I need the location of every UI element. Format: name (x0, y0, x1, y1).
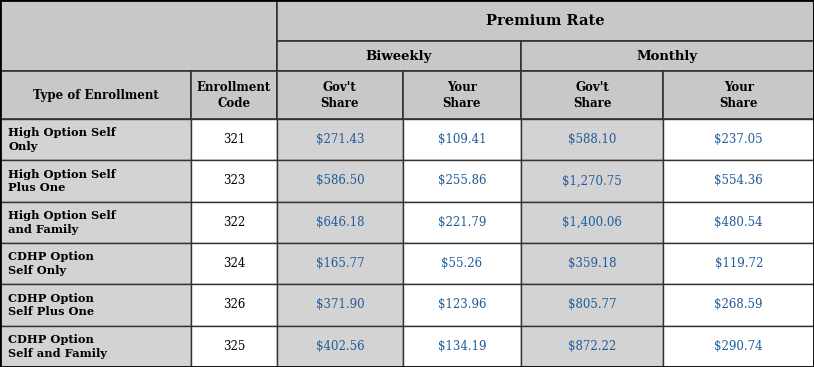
Text: CDHP Option
Self Plus One: CDHP Option Self Plus One (8, 292, 94, 317)
Bar (191, 243, 277, 284)
Text: $123.96: $123.96 (438, 298, 486, 312)
Text: CDHP Option
Self Only: CDHP Option Self Only (8, 251, 94, 276)
Text: $646.18: $646.18 (316, 216, 364, 229)
Text: $55.26: $55.26 (441, 257, 483, 270)
Bar (403, 284, 521, 326)
Bar (277, 41, 521, 71)
Bar (0, 119, 191, 160)
Bar (663, 160, 814, 201)
Bar (403, 71, 521, 119)
Text: Type of Enrollment: Type of Enrollment (33, 88, 159, 102)
Bar (663, 243, 814, 284)
Text: $554.36: $554.36 (715, 174, 763, 188)
Text: $586.50: $586.50 (316, 174, 364, 188)
Bar (191, 71, 277, 119)
Bar (0, 71, 191, 119)
Text: High Option Self
Only: High Option Self Only (8, 127, 116, 152)
Bar (277, 201, 403, 243)
Text: $359.18: $359.18 (568, 257, 616, 270)
Text: $119.72: $119.72 (715, 257, 763, 270)
Bar (0, 284, 191, 326)
Text: Gov't
Share: Gov't Share (573, 80, 611, 110)
Bar (277, 71, 403, 119)
Bar (521, 243, 663, 284)
Text: $805.77: $805.77 (568, 298, 616, 312)
Text: Enrollment
Code: Enrollment Code (197, 80, 271, 110)
Text: $371.90: $371.90 (316, 298, 364, 312)
Text: CDHP Option
Self and Family: CDHP Option Self and Family (8, 334, 107, 359)
Text: $237.05: $237.05 (715, 133, 763, 146)
Bar (0, 201, 191, 243)
Bar (277, 160, 403, 201)
Bar (521, 160, 663, 201)
Text: Your
Share: Your Share (720, 80, 758, 110)
Bar (0, 326, 191, 367)
Text: Monthly: Monthly (637, 50, 698, 63)
Bar (403, 119, 521, 160)
Text: 326: 326 (223, 298, 245, 312)
Text: 322: 322 (223, 216, 245, 229)
Text: High Option Self
Plus One: High Option Self Plus One (8, 168, 116, 193)
Bar (191, 284, 277, 326)
Text: 325: 325 (223, 340, 245, 353)
Text: Premium Rate: Premium Rate (486, 14, 605, 28)
Bar (277, 119, 403, 160)
Text: 324: 324 (223, 257, 245, 270)
Bar (663, 71, 814, 119)
Bar (191, 119, 277, 160)
Text: $588.10: $588.10 (568, 133, 616, 146)
Bar (521, 71, 663, 119)
Text: $271.43: $271.43 (316, 133, 364, 146)
Bar (663, 119, 814, 160)
Bar (277, 0, 814, 41)
Bar (663, 326, 814, 367)
Text: Biweekly: Biweekly (365, 50, 432, 63)
Bar (191, 160, 277, 201)
Text: $109.41: $109.41 (438, 133, 486, 146)
Bar (191, 326, 277, 367)
Bar (191, 201, 277, 243)
Text: $1,270.75: $1,270.75 (562, 174, 622, 188)
Text: 321: 321 (223, 133, 245, 146)
Bar (521, 326, 663, 367)
Text: $480.54: $480.54 (715, 216, 763, 229)
Text: $1,400.06: $1,400.06 (562, 216, 622, 229)
Text: Your
Share: Your Share (443, 80, 481, 110)
Bar (403, 201, 521, 243)
Text: $872.22: $872.22 (568, 340, 616, 353)
Text: 323: 323 (223, 174, 245, 188)
Bar (0, 160, 191, 201)
Bar (277, 284, 403, 326)
Text: $134.19: $134.19 (438, 340, 486, 353)
Text: $268.59: $268.59 (715, 298, 763, 312)
Text: $402.56: $402.56 (316, 340, 364, 353)
Text: Gov't
Share: Gov't Share (321, 80, 359, 110)
Bar (277, 326, 403, 367)
Bar (521, 201, 663, 243)
Bar (0, 243, 191, 284)
Bar (521, 41, 814, 71)
Text: $165.77: $165.77 (316, 257, 364, 270)
Bar (0, 0, 277, 71)
Text: $255.86: $255.86 (438, 174, 486, 188)
Bar (521, 284, 663, 326)
Bar (521, 119, 663, 160)
Bar (663, 201, 814, 243)
Text: High Option Self
and Family: High Option Self and Family (8, 210, 116, 235)
Bar (403, 243, 521, 284)
Bar (403, 160, 521, 201)
Text: $221.79: $221.79 (438, 216, 486, 229)
Bar (663, 284, 814, 326)
Bar (277, 243, 403, 284)
Text: $290.74: $290.74 (715, 340, 763, 353)
Bar (403, 326, 521, 367)
